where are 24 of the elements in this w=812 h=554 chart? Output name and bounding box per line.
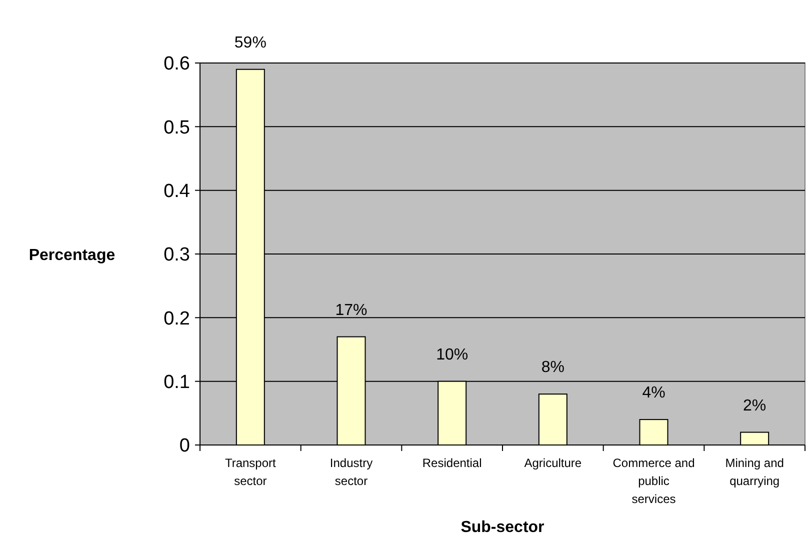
data-label: 10%	[436, 346, 468, 364]
x-tick-label: Industry sector	[330, 456, 373, 488]
x-tick-label: Transport sector	[224, 456, 277, 488]
y-tick-label: 0.1	[164, 372, 190, 393]
y-axis-title: Percentage	[28, 247, 116, 264]
bar	[538, 394, 568, 446]
data-label: 17%	[335, 302, 368, 319]
x-tick-label: Agriculture	[524, 456, 582, 470]
data-label: 2%	[743, 397, 766, 414]
y-tick-label: 0.6	[164, 54, 190, 75]
y-tick-label: 0	[179, 436, 190, 457]
y-tick-label: 0.4	[164, 180, 190, 202]
bar	[639, 419, 668, 446]
y-tick-label: 0.2	[164, 308, 190, 330]
data-label: 4%	[642, 384, 666, 402]
x-tick-label: Residential	[422, 456, 482, 470]
bar	[740, 432, 770, 446]
x-tick-label: Mining and quarrying	[725, 456, 784, 488]
x-axis-title: Sub-sector	[460, 519, 544, 536]
data-label: 59%	[234, 34, 266, 52]
y-tick-label: 0.3	[164, 244, 190, 266]
data-label: 8%	[541, 359, 564, 376]
y-tick-label: 0.5	[164, 117, 190, 138]
x-tick-label: Commerce and public services	[612, 456, 695, 506]
